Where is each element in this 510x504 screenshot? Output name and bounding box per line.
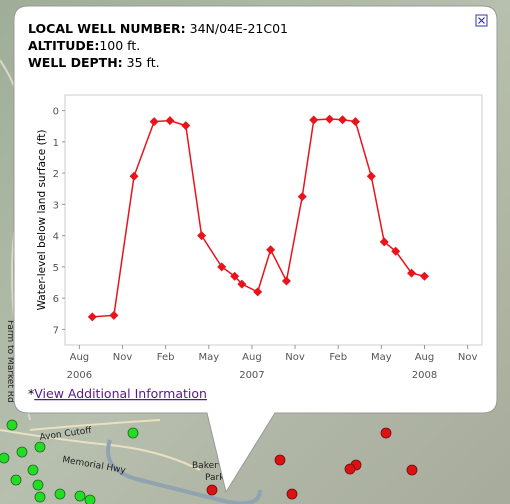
year-label: 2007	[239, 370, 264, 381]
well-marker[interactable]	[10, 474, 22, 486]
x-tick-label: May	[371, 352, 392, 363]
well-marker[interactable]	[286, 488, 298, 500]
x-tick-label: Aug	[415, 352, 435, 363]
road	[29, 419, 161, 431]
y-tick-label: 0	[53, 107, 59, 118]
data-point	[197, 231, 207, 241]
data-point	[281, 276, 291, 286]
chart: 0 1 2 3 4 5 6 7 Aug Nov Feb May Aug Nov Feb May Aug Nov 20…	[53, 107, 478, 381]
plot-frame	[64, 94, 483, 346]
data-point	[379, 237, 389, 247]
data-point	[391, 246, 401, 256]
field-label: WELL DEPTH:	[28, 55, 123, 70]
data-point	[149, 117, 159, 127]
y-tick-label: 3	[53, 200, 59, 211]
well-marker[interactable]	[84, 494, 96, 504]
well-marker[interactable]	[380, 427, 392, 439]
well-marker[interactable]	[27, 464, 39, 476]
year-label: 2008	[412, 370, 437, 381]
field: LOCAL WELL NUMBER: 34N/04E-21C01	[28, 21, 288, 36]
well-marker[interactable]	[34, 441, 46, 453]
data-point	[325, 114, 335, 124]
y-tick-label: 2	[53, 169, 59, 180]
y-tick-label: 7	[53, 325, 59, 336]
x-tick-label: Nov	[285, 352, 305, 363]
popup	[13, 5, 498, 494]
data-point	[165, 116, 175, 126]
data-point	[366, 171, 376, 181]
data-point	[230, 271, 240, 281]
data-point	[253, 287, 263, 297]
link-prefix: *	[28, 386, 34, 401]
y-tick-label: 1	[53, 138, 59, 149]
x-tick-label: Aug	[242, 352, 262, 363]
well-marker[interactable]	[74, 490, 86, 502]
x-tick-label: Nov	[113, 352, 133, 363]
well-marker[interactable]	[34, 491, 46, 503]
year-label: 2006	[67, 370, 92, 381]
data-point	[237, 279, 247, 289]
well-marker[interactable]	[274, 454, 286, 466]
well-marker[interactable]	[127, 427, 139, 439]
y-tick-label: 4	[53, 232, 59, 243]
well-marker[interactable]	[32, 479, 44, 491]
data-point	[181, 121, 191, 131]
field-label: LOCAL WELL NUMBER:	[28, 21, 186, 36]
info-link[interactable]: View Additional Information	[34, 386, 207, 401]
well-marker[interactable]	[6, 419, 18, 431]
field: WELL DEPTH: 35 ft.	[28, 55, 160, 70]
close-button[interactable]	[475, 14, 488, 27]
data-point	[297, 192, 307, 202]
field-value: 100 ft.	[99, 38, 140, 53]
data-point	[350, 117, 360, 127]
well-marker[interactable]	[344, 463, 356, 475]
data-point	[407, 268, 417, 278]
x-tick-label: Aug	[70, 352, 90, 363]
y-tick-label: 6	[53, 294, 59, 305]
x-tick-label: Feb	[329, 352, 347, 363]
field: ALTITUDE:100 ft.	[28, 38, 140, 53]
data-point	[109, 310, 119, 320]
data-point	[266, 245, 276, 255]
x-tick-label: Nov	[458, 352, 478, 363]
well-marker[interactable]	[54, 488, 66, 500]
river	[106, 439, 262, 504]
well-marker[interactable]	[0, 452, 10, 464]
close-icon[interactable]	[478, 17, 485, 24]
data-point	[419, 271, 429, 281]
data-point	[309, 115, 319, 125]
y-axis-label: Water-level below land surface (ft)	[36, 130, 48, 311]
well-marker[interactable]	[16, 446, 28, 458]
field-value: 35 ft.	[127, 55, 160, 70]
x-tick-label: Feb	[157, 352, 175, 363]
data-point	[129, 171, 139, 181]
data-point	[87, 312, 97, 322]
x-tick-label: May	[198, 352, 219, 363]
y-tick-label: 5	[53, 263, 59, 274]
data-point	[338, 115, 348, 125]
field-label: ALTITUDE:	[28, 38, 99, 53]
well-marker[interactable]	[406, 464, 418, 476]
data-point	[217, 262, 227, 272]
link-line: *View Additional Information	[28, 386, 207, 401]
well-marker[interactable]	[206, 484, 218, 496]
field-value: 34N/04E-21C01	[190, 21, 288, 36]
map-label: Farm to Market Rd	[5, 320, 15, 403]
map-label: Park	[205, 473, 225, 483]
map-label: Bakerview	[192, 461, 239, 471]
